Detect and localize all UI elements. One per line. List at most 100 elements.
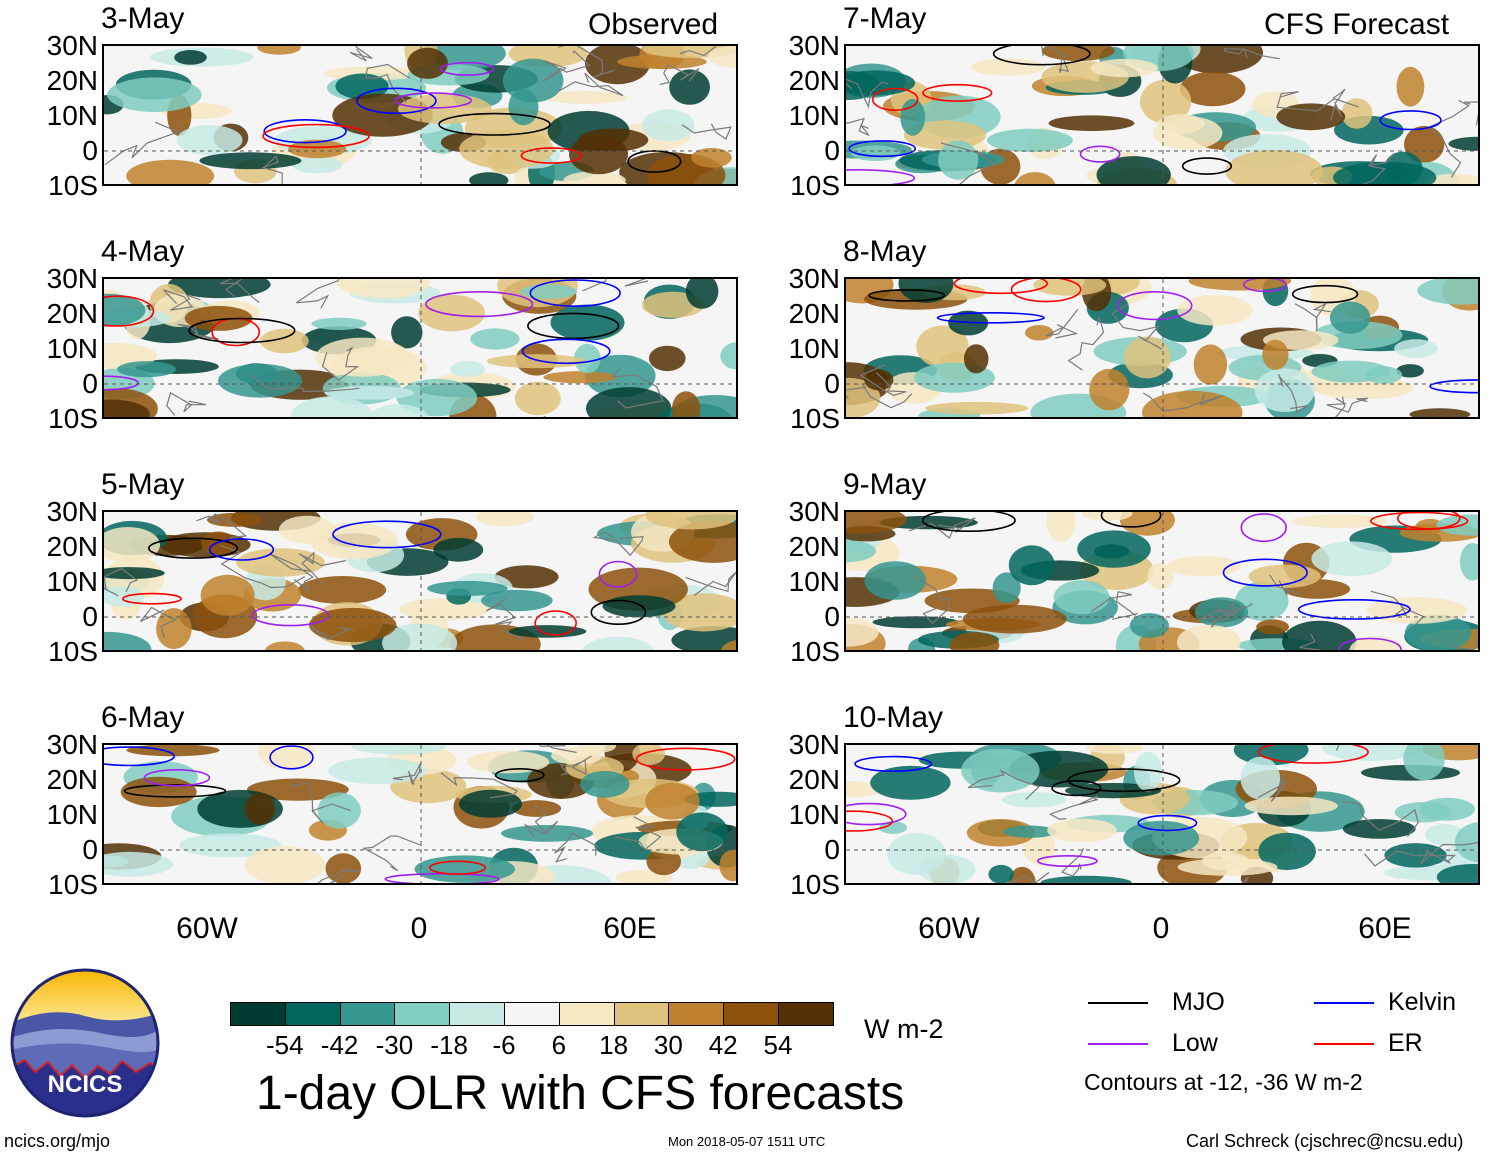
olr-anomaly-blob	[1258, 832, 1316, 871]
olr-anomaly-blob	[1394, 339, 1438, 358]
coastline	[1364, 841, 1478, 867]
olr-anomaly-blob	[864, 561, 926, 600]
olr-anomaly-blob	[104, 293, 146, 327]
lat-label-8-2: 10N	[788, 799, 840, 830]
coastline	[289, 781, 351, 824]
wave-contour	[425, 291, 534, 318]
olr-anomaly-blob	[970, 58, 1046, 76]
olr-anomaly-blob	[1403, 745, 1445, 781]
wave-contour	[104, 375, 140, 391]
olr-anomaly-blob	[508, 625, 587, 638]
olr-anomaly-blob	[1448, 136, 1478, 151]
olr-anomaly-blob	[1129, 613, 1169, 638]
olr-anomaly-blob	[963, 344, 989, 374]
olr-anomaly-blob	[511, 800, 562, 817]
olr-anomaly-blob	[1396, 66, 1425, 107]
legend-label-mjo: MJO	[1172, 988, 1225, 1016]
lon-label-0-right: 0	[1152, 912, 1170, 945]
olr-anomaly-blob	[1177, 295, 1253, 326]
olr-map-panel-6	[844, 277, 1480, 419]
olr-anomaly-blob	[707, 46, 736, 68]
legend-line-mjo	[1088, 1002, 1148, 1004]
olr-anomaly-blob	[156, 608, 192, 650]
wave-contour	[521, 338, 611, 365]
wave-contour	[520, 147, 582, 164]
coastline	[1210, 600, 1239, 622]
olr-map-panel-5	[844, 44, 1480, 186]
wave-contour	[922, 83, 993, 102]
colorbar-swatch-8	[668, 1002, 725, 1026]
lat-label-3-1: 20N	[46, 531, 98, 562]
olr-anomaly-blob	[257, 745, 315, 770]
olr-anomaly-blob	[617, 54, 707, 69]
wave-contour	[1240, 513, 1287, 543]
colorbar-swatch-10	[778, 1002, 834, 1026]
wave-contour	[263, 118, 347, 144]
coastline	[557, 46, 615, 78]
panel-date-7: 9-May	[843, 468, 927, 501]
olr-anomaly-blob	[260, 328, 309, 354]
olr-anomaly-blob	[1322, 745, 1423, 761]
coastline	[1326, 397, 1368, 413]
olr-anomaly-blob	[199, 152, 302, 170]
coastline	[1428, 99, 1470, 178]
olr-anomaly-blob	[1179, 71, 1246, 107]
olr-anomaly-blob	[900, 98, 926, 136]
coastline	[262, 155, 284, 184]
coastline	[1143, 392, 1224, 412]
coastline	[908, 517, 976, 540]
olr-anomaly-blob	[962, 604, 1067, 634]
coastline	[681, 123, 732, 141]
olr-anomaly-blob	[382, 623, 458, 650]
panel-date-3: 5-May	[101, 468, 185, 501]
colorbar-swatch-3	[394, 1002, 451, 1026]
olr-anomaly-blob	[1342, 819, 1416, 839]
olr-anomaly-blob	[691, 148, 732, 168]
olr-anomaly-blob	[391, 316, 423, 349]
coastline	[912, 575, 950, 624]
coastline	[1006, 871, 1050, 883]
olr-anomaly-blob	[966, 819, 1035, 847]
legend-label-kelvin: Kelvin	[1388, 988, 1457, 1016]
lat-label-7-2: 10N	[788, 566, 840, 597]
colorbar-tick-5: 6	[551, 1030, 567, 1060]
olr-anomaly-blob	[418, 294, 486, 332]
lat-label-2-4: 10S	[48, 403, 98, 434]
olr-anomaly-blob	[244, 846, 326, 883]
lat-label-3-0: 30N	[46, 496, 98, 527]
olr-anomaly-blob	[1193, 344, 1228, 385]
olr-anomaly-blob	[1409, 408, 1471, 417]
olr-anomaly-blob	[872, 616, 959, 629]
olr-anomaly-blob	[887, 833, 946, 876]
legend-label-er: ER	[1388, 1029, 1423, 1057]
olr-anomaly-blob	[671, 626, 736, 650]
panel-date-5: 7-May	[843, 2, 927, 35]
wave-contour	[188, 317, 296, 344]
olr-anomaly-blob	[1033, 279, 1107, 296]
olr-anomaly-blob	[1053, 580, 1110, 615]
lat-label-7-4: 10S	[790, 636, 840, 667]
wave-contour	[1051, 779, 1102, 797]
lat-label-4-4: 10S	[48, 869, 98, 900]
wave-contour	[846, 169, 916, 184]
footer-url[interactable]: ncics.org/mjo	[4, 1131, 111, 1151]
lat-label-1-0: 30N	[46, 30, 98, 61]
olr-anomaly-blob	[1119, 512, 1175, 536]
olr-anomaly-blob	[1081, 512, 1133, 521]
lon-label-60w-right: 60W	[918, 912, 980, 945]
lat-label-4-0: 30N	[46, 729, 98, 760]
olr-anomaly-blob	[1311, 541, 1392, 577]
olr-anomaly-blob	[916, 325, 969, 368]
coastline	[1041, 46, 1070, 73]
olr-anomaly-blob	[864, 369, 894, 391]
coastline	[349, 46, 373, 62]
olr-anomaly-blob	[1256, 619, 1289, 635]
olr-map-panel-3	[102, 510, 738, 652]
coastline	[317, 868, 360, 883]
colorbar-swatch-1	[284, 1002, 341, 1026]
olr-anomaly-blob	[397, 93, 492, 124]
coastline	[1067, 316, 1105, 371]
olr-anomaly-blob	[578, 128, 649, 152]
coastline	[485, 597, 525, 642]
coastline	[846, 117, 870, 137]
